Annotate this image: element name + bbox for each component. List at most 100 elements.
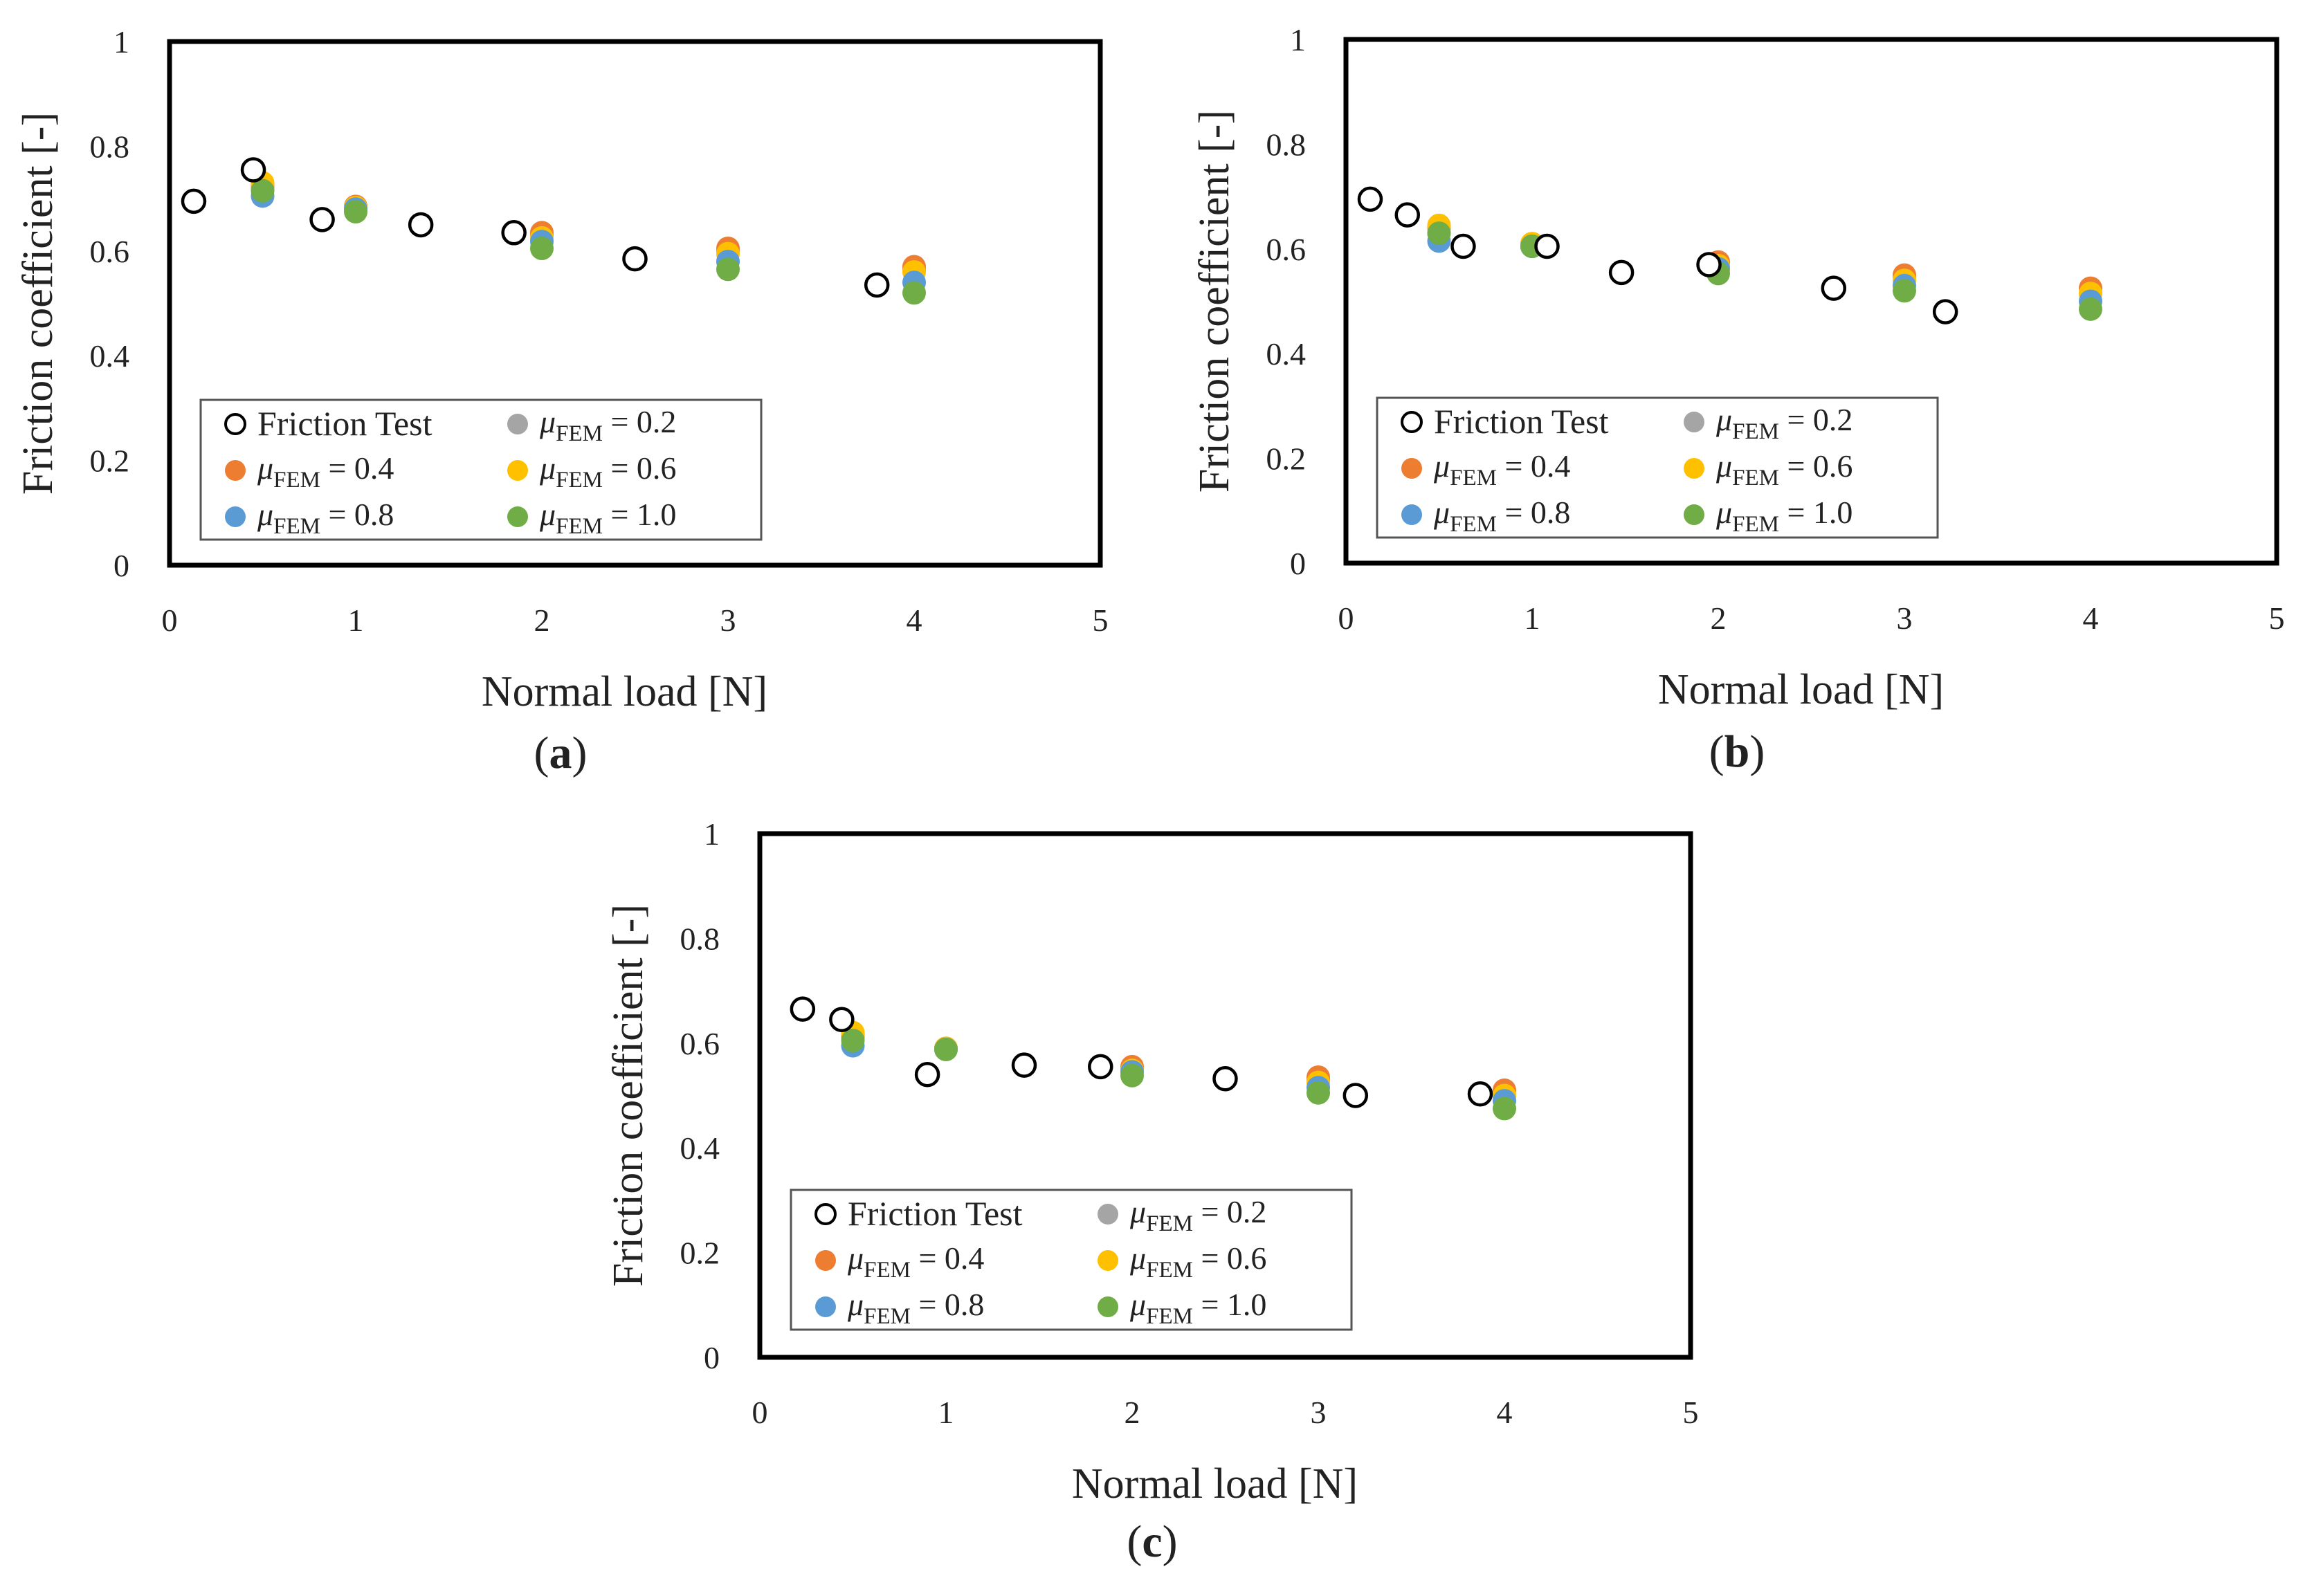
x-axis-title: Normal load [N] — [1072, 1460, 1358, 1507]
y-tick-label: 0.6 — [680, 1026, 720, 1061]
legend-subscript: FEM — [273, 514, 320, 539]
legend-mu-symbol: μ — [1433, 448, 1450, 484]
fem-point-mu-1.0 — [1427, 221, 1451, 246]
legend-value: = 0.2 — [1779, 402, 1853, 437]
y-tick-label: 0.6 — [90, 234, 130, 269]
y-tick-label: 1 — [704, 816, 720, 852]
legend-subscript: FEM — [1732, 419, 1779, 444]
legend-value: = 0.4 — [320, 450, 394, 486]
legend-mu-symbol: μ — [1715, 402, 1732, 437]
friction-test-point — [1696, 252, 1722, 277]
fem-point-mu-1.0 — [251, 178, 275, 203]
legend-mu-symbol: μ — [539, 497, 556, 532]
legend-mu-symbol: μ — [847, 1287, 864, 1322]
legend-label-mu-0.8: μFEM = 0.8 — [847, 1287, 984, 1329]
fem-point-mu-1.0 — [841, 1029, 865, 1053]
legend-value: = 0.6 — [603, 450, 676, 486]
x-tick-label: 1 — [938, 1395, 954, 1430]
legend-label-friction-test: Friction Test — [1434, 402, 1609, 441]
x-tick-label: 5 — [2269, 600, 2285, 636]
legend-label-mu-0.6: μFEM = 0.6 — [539, 450, 676, 493]
y-tick-label: 0 — [113, 548, 129, 583]
y-tick-label: 0.8 — [680, 921, 720, 956]
friction-test-point — [501, 220, 527, 246]
x-tick-label: 5 — [1683, 1395, 1699, 1430]
legend-subscript: FEM — [864, 1258, 911, 1283]
x-tick-label: 3 — [1311, 1395, 1327, 1430]
legend-subscript: FEM — [1732, 466, 1779, 490]
fem-point-mu-1.0 — [1120, 1063, 1144, 1088]
y-tick-label: 1 — [1290, 22, 1306, 57]
panel-paren-close: ) — [1749, 726, 1765, 777]
y-axis-title: Friction coefficient [-] — [15, 112, 62, 495]
y-axis-title: Friction coefficient [-] — [605, 904, 652, 1287]
x-tick-label: 2 — [1125, 1395, 1140, 1430]
fem-point-mu-1.0 — [716, 257, 740, 282]
legend-marker-mu-0.6 — [507, 460, 528, 481]
fem-point-mu-1.0 — [530, 237, 554, 261]
legend-marker-mu-0.8 — [225, 506, 246, 527]
x-tick-label: 0 — [752, 1395, 768, 1430]
fem-point-mu-1.0 — [1493, 1097, 1516, 1121]
legend-label-friction-test: Friction Test — [257, 404, 433, 443]
legend-marker-mu-0.8 — [1401, 504, 1422, 525]
legend-subscript: FEM — [1146, 1304, 1193, 1329]
legend-label-mu-1.0: μFEM = 1.0 — [1129, 1287, 1266, 1329]
friction-test-point — [181, 188, 207, 214]
legend-label-mu-0.6: μFEM = 0.6 — [1129, 1240, 1266, 1283]
friction-test-point — [1932, 299, 1958, 324]
x-tick-label: 1 — [1524, 600, 1540, 636]
legend-label-mu-0.4: μFEM = 0.4 — [257, 450, 394, 493]
legend-label-mu-0.8: μFEM = 0.8 — [1433, 495, 1570, 537]
fem-point-mu-1.0 — [902, 281, 926, 305]
legend-marker-mu-1.0 — [1098, 1296, 1118, 1317]
panel-letter: a — [549, 728, 572, 778]
chart-c: 0 0.2 0.4 0.6 0.8 1 0 1 2 3 4 5 Normal load [N] Frict… — [605, 816, 1699, 1567]
legend-subscript: FEM — [864, 1304, 911, 1329]
legend-value: = 0.8 — [1497, 495, 1570, 530]
panel-letter: b — [1724, 726, 1750, 777]
legend-mu-symbol: μ — [539, 404, 556, 439]
x-axis-title: Normal load [N] — [482, 668, 767, 715]
friction-test-point — [622, 246, 648, 272]
legend-value: = 1.0 — [603, 497, 676, 532]
legend-value: = 0.4 — [1497, 448, 1570, 484]
panel-letter: c — [1142, 1516, 1162, 1567]
x-tick-label: 3 — [720, 603, 736, 638]
legend-label-mu-0.4: μFEM = 0.4 — [847, 1240, 984, 1283]
legend-mu-symbol: μ — [1715, 448, 1732, 484]
friction-test-point — [790, 996, 816, 1022]
y-tick-label: 0.4 — [1266, 336, 1307, 372]
x-axis-title: Normal load [N] — [1658, 666, 1944, 713]
legend-subscript: FEM — [1732, 512, 1779, 537]
legend-subscript: FEM — [1146, 1211, 1193, 1236]
friction-test-point — [1394, 202, 1421, 228]
legend-subscript: FEM — [556, 421, 603, 446]
y-tick-label: 0.4 — [680, 1130, 720, 1166]
friction-test-point — [829, 1007, 855, 1032]
x-tick-label: 2 — [534, 603, 550, 638]
y-tick-label: 0.8 — [1266, 127, 1307, 162]
friction-test-point — [1450, 233, 1476, 259]
legend-label-mu-1.0: μFEM = 1.0 — [1715, 495, 1853, 537]
legend-label-mu-0.2: μFEM = 0.2 — [539, 404, 676, 446]
panel-label: (c) — [1127, 1516, 1177, 1567]
legend-value: = 1.0 — [1193, 1287, 1266, 1322]
legend-subscript: FEM — [273, 468, 320, 493]
legend-mu-symbol: μ — [539, 450, 556, 486]
legend-marker-mu-0.8 — [815, 1296, 836, 1317]
legend-mu-symbol: μ — [847, 1240, 864, 1276]
legend-subscript: FEM — [1450, 466, 1497, 490]
legend-marker-mu-0.2 — [507, 414, 528, 434]
legend-label-mu-0.6: μFEM = 0.6 — [1715, 448, 1853, 490]
legend-label-mu-0.2: μFEM = 0.2 — [1715, 402, 1853, 444]
fem-point-mu-1.0 — [934, 1037, 958, 1061]
panel-paren-open: ( — [534, 728, 549, 778]
legend-marker-mu-0.2 — [1684, 412, 1704, 432]
panel-paren-close: ) — [1163, 1516, 1178, 1567]
legend-label-mu-0.2: μFEM = 0.2 — [1129, 1194, 1266, 1236]
x-tick-label: 1 — [348, 603, 364, 638]
legend-value: = 0.2 — [603, 404, 676, 439]
